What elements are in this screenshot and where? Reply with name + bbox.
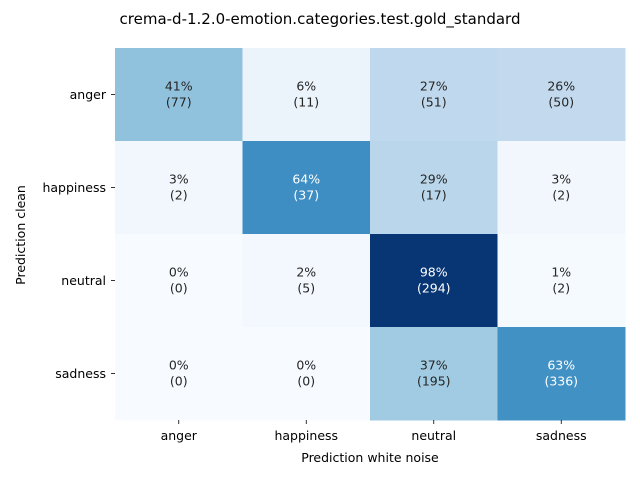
cell-count-label: (195) xyxy=(417,374,451,389)
heatmap-cell xyxy=(370,48,498,142)
cell-count-label: (77) xyxy=(166,95,192,110)
cell-percent-label: 64% xyxy=(292,172,320,187)
heatmap-cell xyxy=(497,48,626,142)
cell-percent-label: 41% xyxy=(165,79,193,94)
x-axis-label: Prediction white noise xyxy=(301,450,439,465)
cell-percent-label: 0% xyxy=(169,265,189,280)
cell-percent-label: 27% xyxy=(420,79,448,94)
cell-percent-label: 63% xyxy=(547,358,575,373)
heatmap-cell xyxy=(370,141,498,235)
y-tick-label: happiness xyxy=(42,180,106,195)
cell-count-label: (0) xyxy=(170,281,188,296)
heatmap-cell xyxy=(242,48,371,142)
y-tick-label: sadness xyxy=(55,366,106,381)
cell-count-label: (294) xyxy=(417,281,451,296)
cell-count-label: (37) xyxy=(293,188,319,203)
y-tick-label: anger xyxy=(70,87,107,102)
cell-count-label: (336) xyxy=(544,374,578,389)
chart-title: crema-d-1.2.0-emotion.categories.test.go… xyxy=(120,10,521,29)
cell-percent-label: 29% xyxy=(420,172,448,187)
heatmap-cell xyxy=(497,141,626,235)
cell-percent-label: 0% xyxy=(296,358,316,373)
cell-count-label: (0) xyxy=(170,374,188,389)
cell-percent-label: 37% xyxy=(420,358,448,373)
heatmap-cell xyxy=(497,234,626,328)
cell-count-label: (51) xyxy=(421,95,447,110)
cell-percent-label: 6% xyxy=(296,79,316,94)
x-tick-label: anger xyxy=(161,428,198,443)
cell-percent-label: 98% xyxy=(420,265,448,280)
x-axis-ticks: anger happiness neutral sadness xyxy=(161,420,587,443)
cell-percent-label: 3% xyxy=(169,172,189,187)
heatmap-cell xyxy=(242,141,371,235)
heatmap-cell xyxy=(115,327,243,421)
heatmap-cell xyxy=(115,48,243,142)
cell-count-label: (11) xyxy=(293,95,319,110)
cell-count-label: (5) xyxy=(297,281,315,296)
cell-count-label: (17) xyxy=(421,188,447,203)
heatmap-cells: 41%(77)6%(11)27%(51)26%(50)3%(2)64%(37)2… xyxy=(115,48,626,421)
cell-count-label: (2) xyxy=(552,188,570,203)
cell-percent-label: 26% xyxy=(547,79,575,94)
heatmap-cell xyxy=(115,141,243,235)
x-tick-label: sadness xyxy=(536,428,587,443)
y-axis-ticks: anger happiness neutral sadness xyxy=(42,87,115,381)
y-axis-label: Prediction clean xyxy=(13,185,28,285)
cell-count-label: (2) xyxy=(170,188,188,203)
x-tick-label: happiness xyxy=(274,428,338,443)
cell-count-label: (50) xyxy=(548,95,574,110)
x-tick-label: neutral xyxy=(411,428,456,443)
cell-percent-label: 3% xyxy=(551,172,571,187)
y-tick-label: neutral xyxy=(61,273,106,288)
heatmap-cell xyxy=(242,234,371,328)
heatmap-cell xyxy=(497,327,626,421)
cell-percent-label: 1% xyxy=(551,265,571,280)
heatmap-cell xyxy=(370,327,498,421)
cell-percent-label: 2% xyxy=(296,265,316,280)
heatmap-cell xyxy=(115,234,243,328)
cell-count-label: (0) xyxy=(297,374,315,389)
heatmap-cell xyxy=(370,234,498,328)
cell-percent-label: 0% xyxy=(169,358,189,373)
cell-count-label: (2) xyxy=(552,281,570,296)
heatmap-cell xyxy=(242,327,371,421)
